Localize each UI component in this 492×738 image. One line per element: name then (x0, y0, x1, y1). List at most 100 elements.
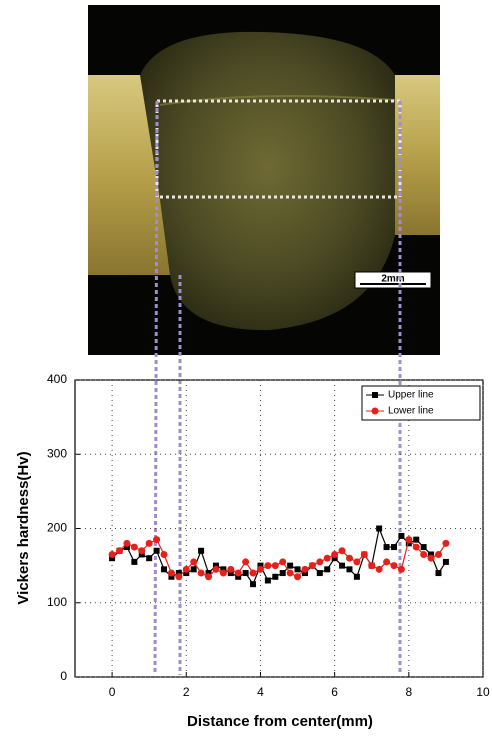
marker (338, 547, 346, 555)
legend-box (361, 385, 481, 421)
marker (198, 547, 205, 554)
marker (412, 543, 420, 551)
x-tick-label: 4 (257, 685, 264, 699)
marker (257, 562, 264, 569)
marker (323, 554, 331, 562)
marker (434, 550, 442, 558)
marker (331, 550, 339, 558)
marker (353, 573, 360, 580)
marker (146, 555, 153, 562)
marker (397, 565, 405, 573)
marker (234, 569, 242, 577)
marker (130, 543, 138, 551)
marker (108, 550, 116, 558)
marker (331, 555, 338, 562)
marker (235, 573, 242, 580)
marker (153, 547, 160, 554)
marker (324, 566, 331, 573)
marker (376, 525, 383, 532)
y-tick-label: 400 (47, 372, 67, 386)
marker (428, 551, 435, 558)
marker (138, 551, 145, 558)
marker (368, 562, 376, 570)
marker (413, 536, 420, 543)
marker (398, 532, 405, 539)
marker (109, 555, 116, 562)
y-tick-label: 300 (47, 446, 67, 460)
marker (167, 569, 175, 577)
legend-label: Upper line (388, 390, 434, 401)
marker (131, 558, 138, 565)
marker (316, 570, 323, 577)
marker (383, 558, 391, 566)
marker (197, 569, 205, 577)
marker (360, 550, 368, 558)
marker (345, 554, 353, 562)
marker (190, 566, 197, 573)
y-tick-label: 100 (47, 595, 67, 609)
marker (286, 569, 294, 577)
y-tick-label: 0 (60, 669, 67, 683)
marker (375, 565, 383, 573)
marker (372, 392, 378, 398)
marker (175, 570, 182, 577)
marker (442, 539, 450, 547)
x-tick-label: 6 (331, 685, 338, 699)
marker (346, 566, 353, 573)
measure-lines (155, 99, 402, 199)
connector (153, 100, 159, 676)
marker (168, 573, 175, 580)
marker (420, 550, 428, 558)
marker (287, 562, 294, 569)
marker (420, 544, 427, 551)
marker (145, 539, 153, 547)
marker (308, 562, 316, 570)
marker (390, 562, 398, 570)
marker (190, 558, 198, 566)
x-tick-label: 8 (405, 685, 412, 699)
x-tick-label: 0 (109, 685, 116, 699)
marker (405, 540, 412, 547)
marker (123, 544, 130, 551)
marker (256, 565, 264, 573)
marker (353, 558, 361, 566)
marker (427, 554, 435, 562)
marker (250, 581, 257, 588)
marker (175, 573, 183, 581)
marker (316, 558, 324, 566)
plot-frame (74, 379, 484, 678)
y-axis-label: Vickers hardness(Hv) (15, 451, 32, 604)
marker (264, 562, 272, 570)
marker (242, 558, 250, 566)
micrograph: 2mm (88, 5, 440, 355)
marker (212, 562, 219, 569)
marker (294, 566, 301, 573)
x-tick-label: 10 (476, 685, 490, 699)
marker (160, 550, 168, 558)
marker (271, 562, 279, 570)
marker (227, 570, 234, 577)
marker (220, 566, 227, 573)
x-tick-label: 2 (183, 685, 190, 699)
marker (183, 570, 190, 577)
marker (161, 566, 168, 573)
y-tick-label: 200 (47, 521, 67, 535)
series-line (111, 526, 447, 586)
marker (205, 570, 212, 577)
marker (219, 569, 227, 577)
fusion-line (159, 95, 396, 106)
marker (294, 573, 302, 581)
marker (123, 539, 131, 547)
marker (390, 544, 397, 551)
marker (153, 536, 161, 544)
marker (371, 407, 379, 415)
series-line (111, 538, 447, 578)
marker (279, 558, 287, 566)
scale-label: 2mm (381, 274, 404, 285)
marker (435, 570, 442, 577)
x-axis-label: Distance from center(mm) (187, 713, 373, 730)
legend-label: Lower line (388, 406, 434, 417)
marker (279, 570, 286, 577)
